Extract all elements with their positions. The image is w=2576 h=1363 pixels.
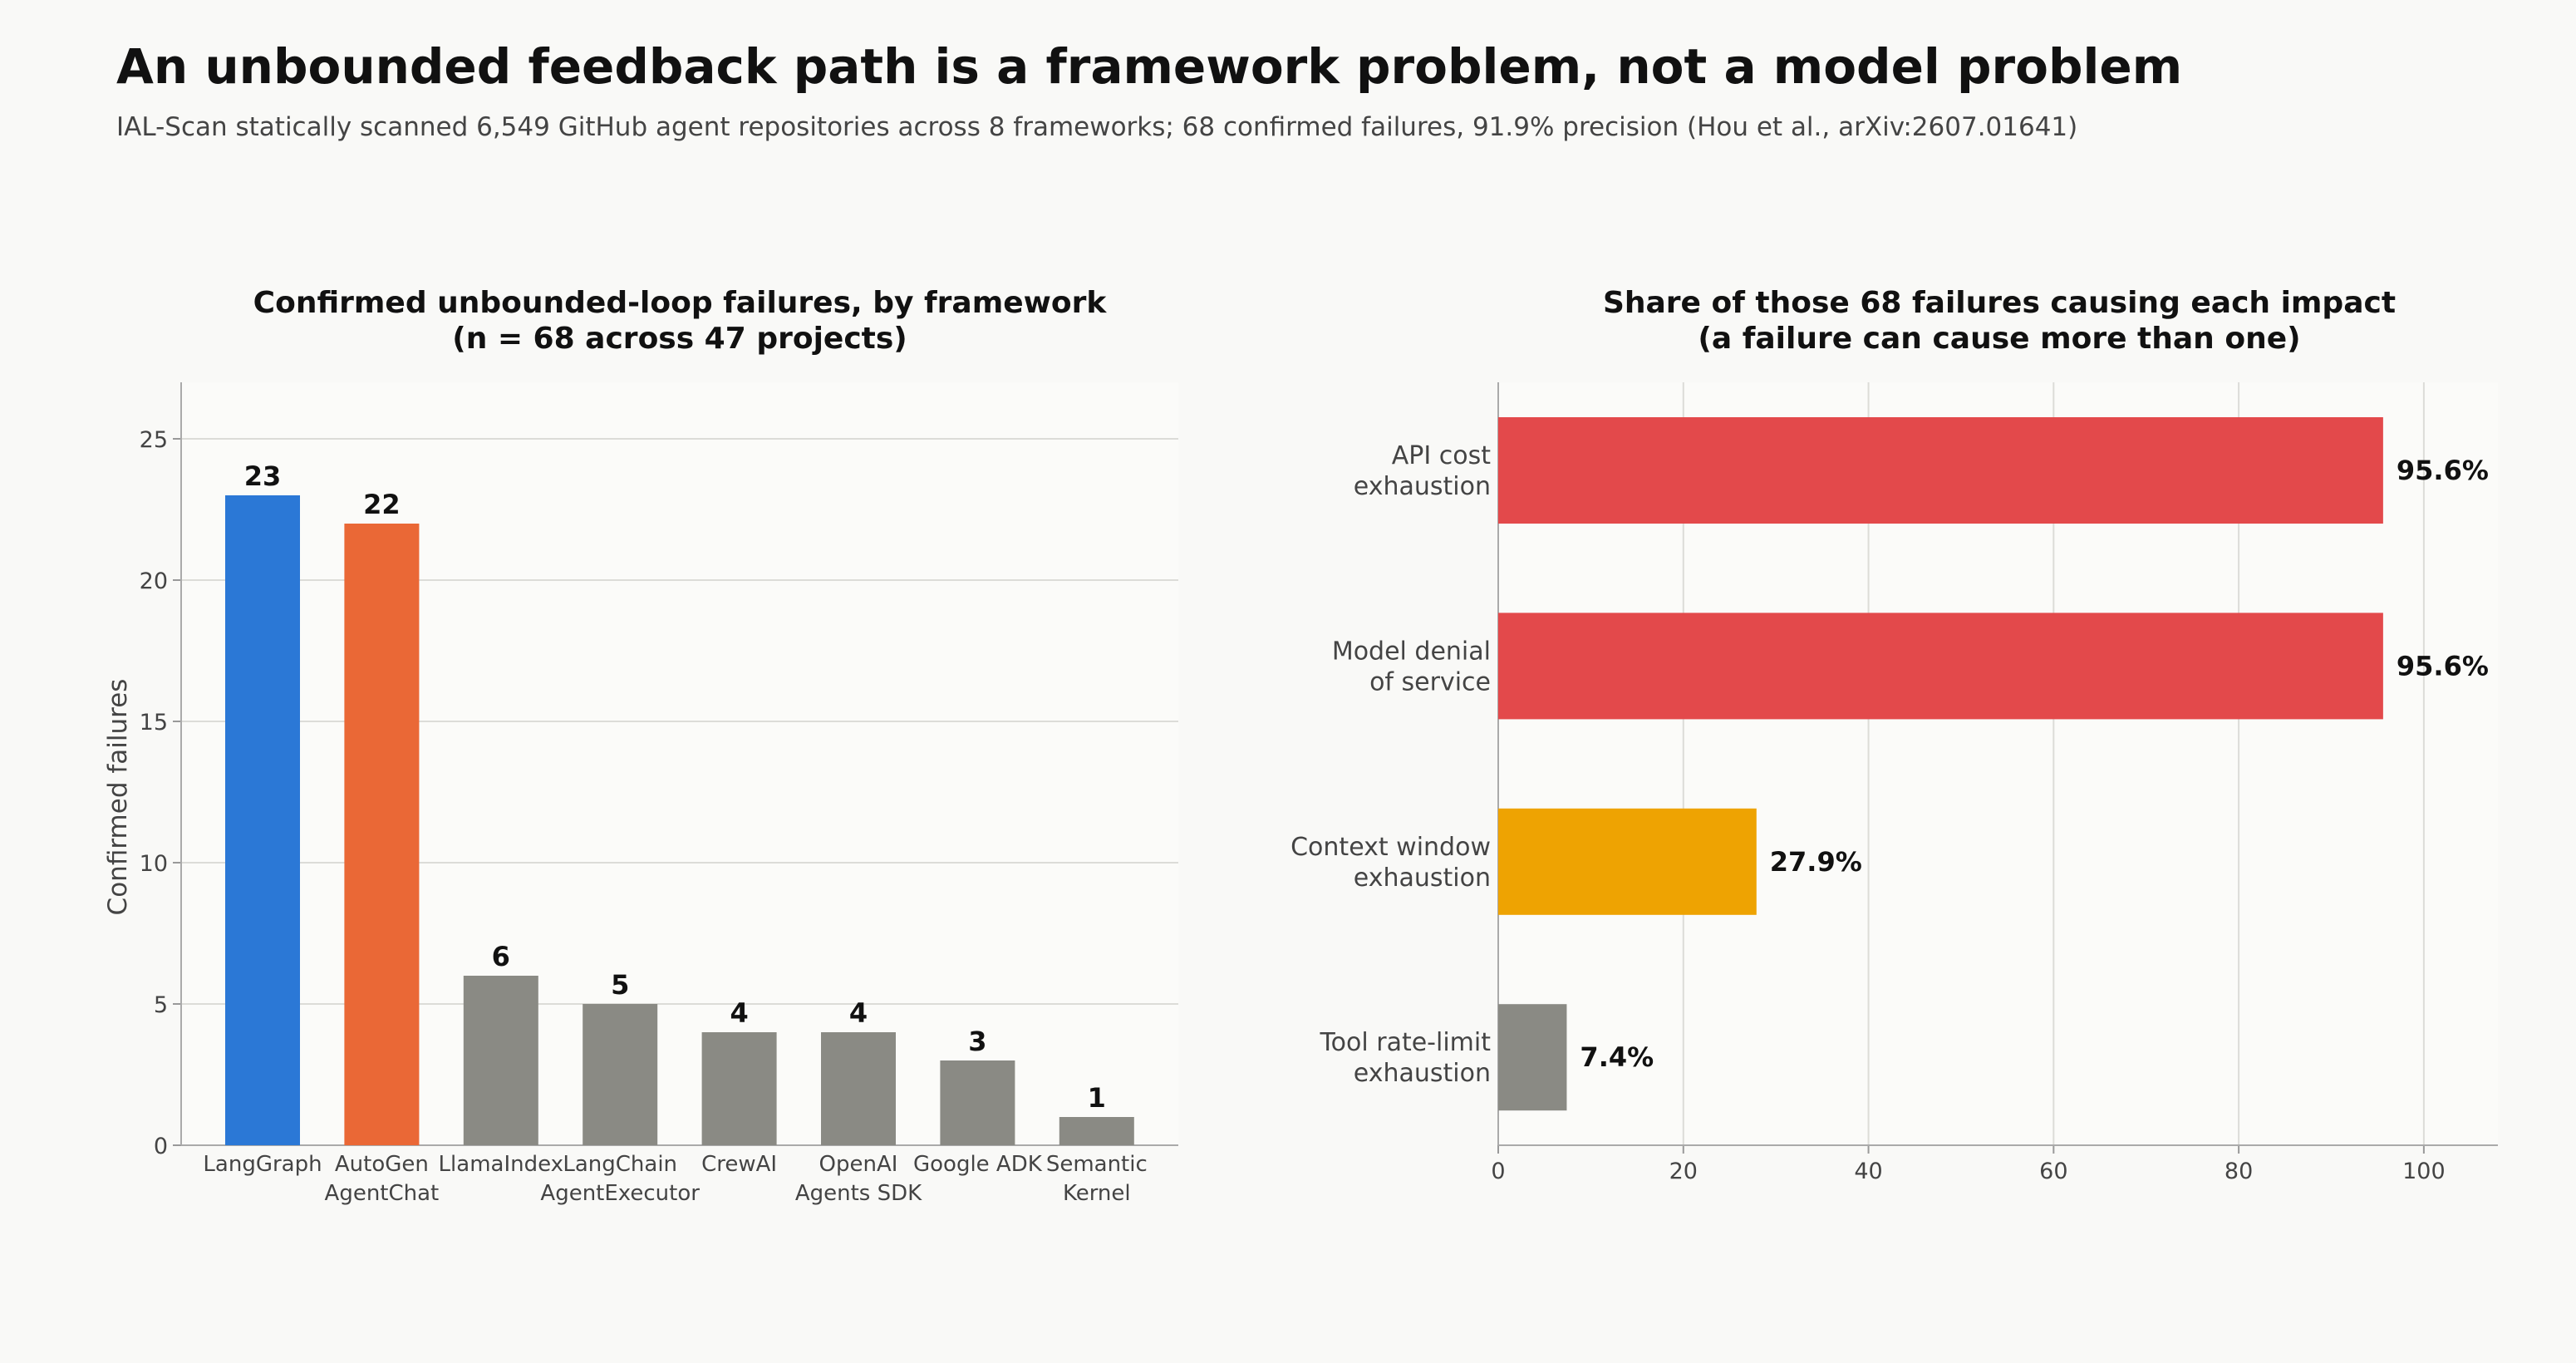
bar [701, 1032, 777, 1145]
bar [583, 1004, 658, 1145]
y-tick-label: 0 [154, 1134, 168, 1159]
y-tick-label: 5 [154, 992, 168, 1018]
y-category-label: Tool rate-limit exhaustion [1319, 1028, 1491, 1088]
y-axis-label: Confirmed failures [103, 679, 133, 916]
bar-value-label: 4 [730, 997, 748, 1029]
bar [1498, 613, 2383, 720]
x-tick-label: 0 [1491, 1159, 1505, 1184]
y-category-label: Context window exhaustion [1290, 833, 1491, 893]
x-category-label: LangGraph [203, 1152, 322, 1177]
framework-bar-chart: Confirmed unbounded-loop failures, by fr… [103, 286, 1178, 1206]
left-plot-area [181, 382, 1178, 1145]
left-chart-title: Confirmed unbounded-loop failures, by fr… [253, 286, 1108, 356]
bar [940, 1060, 1015, 1145]
x-category-label: Semantic Kernel [1046, 1152, 1148, 1206]
x-tick-label: 60 [2039, 1159, 2067, 1184]
right-chart-title: Share of those 68 failures causing each … [1603, 286, 2396, 356]
y-tick-label: 10 [140, 851, 168, 877]
bar [344, 524, 420, 1145]
x-category-label: Google ADK [913, 1152, 1043, 1177]
bar-value-label: 27.9% [1770, 846, 1862, 878]
x-category-label: OpenAI Agents SDK [795, 1152, 922, 1206]
page-subtitle: IAL-Scan statically scanned 6,549 GitHub… [116, 112, 2078, 142]
bar-value-label: 3 [968, 1026, 986, 1057]
bar [1498, 417, 2383, 524]
impact-bar-chart: Share of those 68 failures causing each … [1290, 286, 2498, 1184]
y-category-label: API cost exhaustion [1354, 441, 1491, 501]
bar [821, 1032, 896, 1145]
bar-value-label: 6 [492, 941, 510, 972]
bar [1498, 808, 1757, 915]
bar-value-label: 95.6% [2397, 455, 2489, 486]
bar-value-label: 95.6% [2397, 650, 2489, 682]
x-category-label: LangChain AgentExecutor [540, 1152, 700, 1206]
x-tick-label: 40 [1854, 1159, 1882, 1184]
y-tick-label: 15 [140, 710, 168, 736]
y-tick-label: 25 [140, 427, 168, 453]
bar-value-label: 5 [611, 969, 629, 1001]
x-category-label: AutoGen AgentChat [325, 1152, 440, 1206]
y-tick-label: 20 [140, 568, 168, 594]
bar-value-label: 4 [849, 997, 868, 1029]
bar [1498, 1004, 1567, 1111]
bar [463, 976, 538, 1145]
x-tick-label: 20 [1669, 1159, 1698, 1184]
x-category-label: LlamaIndex [439, 1152, 563, 1177]
bar [1059, 1117, 1134, 1145]
bar-value-label: 22 [363, 489, 401, 520]
page-title: An unbounded feedback path is a framewor… [116, 38, 2183, 95]
bar-value-label: 1 [1088, 1082, 1106, 1114]
x-tick-label: 100 [2402, 1159, 2446, 1184]
bar-value-label: 7.4% [1580, 1041, 1654, 1073]
x-category-label: CrewAI [701, 1152, 777, 1177]
x-tick-label: 80 [2225, 1159, 2253, 1184]
bar-value-label: 23 [244, 460, 282, 492]
bar [225, 495, 300, 1145]
y-category-label: Model denial of service [1332, 637, 1491, 696]
